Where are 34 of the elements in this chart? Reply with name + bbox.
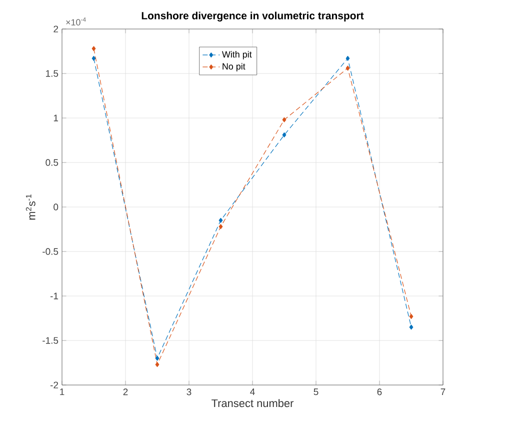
y-tick-label: 0 bbox=[54, 204, 58, 210]
y-tick-label: 2 bbox=[54, 26, 58, 32]
x-tick-label: 6 bbox=[377, 388, 382, 396]
y-tick-label: -0.5 bbox=[42, 248, 58, 255]
text: ×10$^{-4}$ bbox=[66, 17, 86, 26]
point bbox=[282, 117, 286, 122]
y-tick-label: 1.5 bbox=[46, 70, 58, 77]
y-axis-title: m$^{2}$s$^{-1}$ bbox=[26, 194, 36, 220]
point bbox=[92, 46, 96, 52]
legend-label: With pit bbox=[222, 50, 252, 60]
point bbox=[155, 362, 160, 368]
x-axis-title: Transect number bbox=[212, 399, 294, 408]
point bbox=[346, 66, 350, 71]
point bbox=[218, 218, 223, 223]
y-tick-label: 1 bbox=[54, 114, 58, 122]
point bbox=[282, 132, 286, 138]
x-tick-label: 3 bbox=[186, 388, 192, 396]
y-tick-label: -1.5 bbox=[42, 337, 58, 344]
point bbox=[218, 224, 223, 230]
point bbox=[409, 324, 414, 330]
x-tick-label: 4 bbox=[250, 388, 255, 396]
point bbox=[155, 356, 160, 361]
x-tick-label: 5 bbox=[314, 388, 318, 396]
y-tick-label: 0.5 bbox=[46, 159, 58, 166]
point bbox=[92, 56, 96, 61]
chart-title: Lonshore divergence in volumetric transport bbox=[142, 12, 364, 22]
x-tick-label: 2 bbox=[123, 388, 128, 396]
point bbox=[346, 56, 350, 61]
point bbox=[409, 314, 414, 319]
x-tick-label: 1 bbox=[60, 388, 64, 396]
y-tick-label: -1 bbox=[50, 292, 58, 300]
legend-label: No pit bbox=[222, 62, 246, 72]
x-tick-label: 7 bbox=[440, 388, 446, 396]
y-tick-label: -2 bbox=[50, 382, 58, 388]
